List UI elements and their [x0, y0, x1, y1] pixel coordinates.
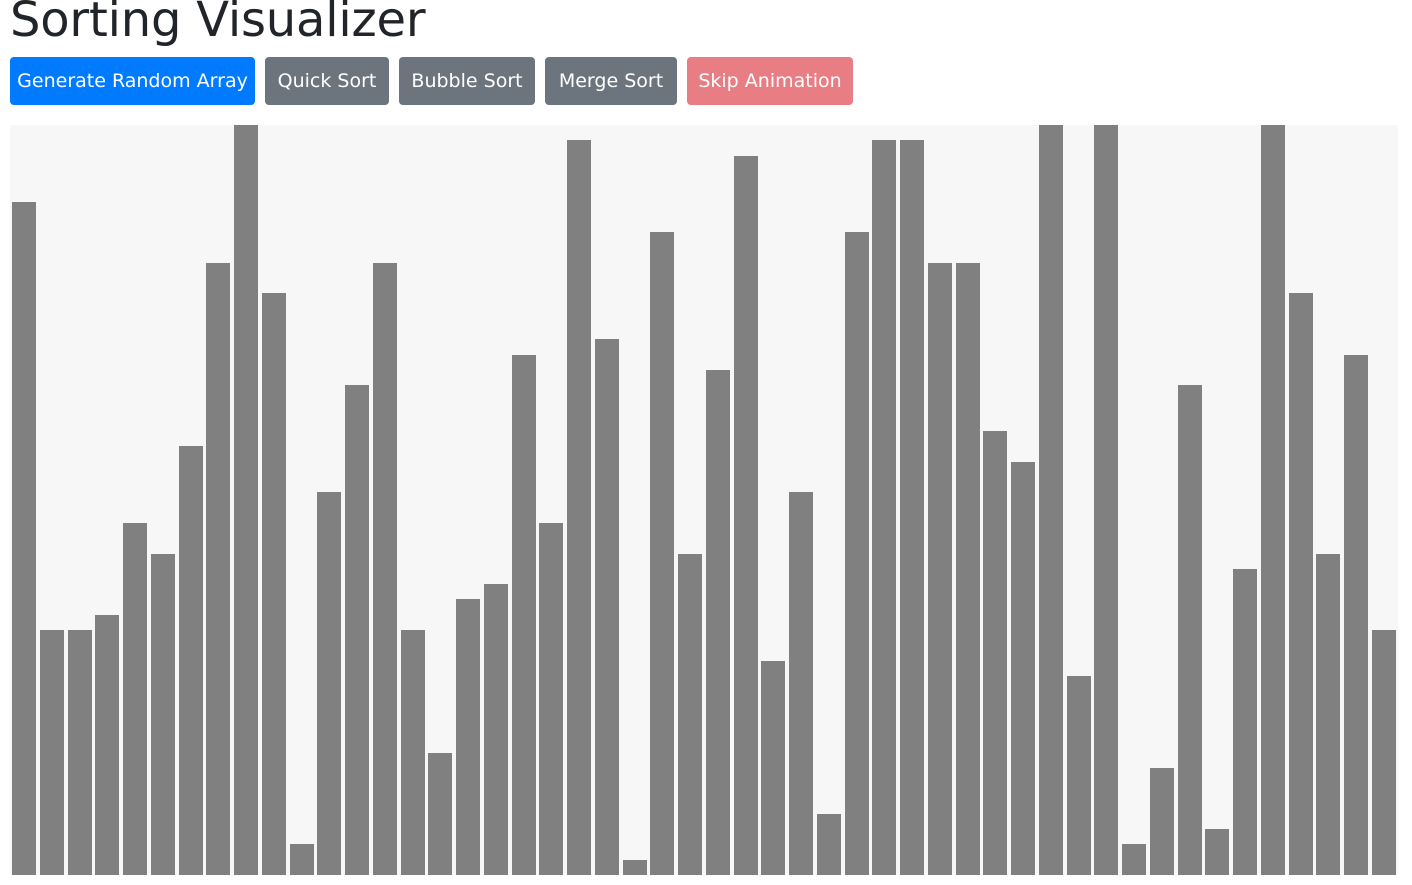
array-bar [317, 492, 342, 875]
array-bar [1344, 355, 1368, 875]
array-bar [1233, 569, 1257, 875]
array-bar [1371, 630, 1396, 875]
array-bar [261, 293, 286, 875]
array-bar [983, 431, 1008, 875]
array-bar [178, 446, 203, 875]
array-bar [789, 492, 813, 875]
array-bar [1205, 829, 1230, 875]
array-bar [67, 630, 92, 875]
array-bar [567, 140, 591, 875]
array-bar [511, 355, 536, 875]
array-bar [1260, 125, 1285, 875]
array-bar [345, 385, 369, 875]
array-bar [150, 554, 175, 875]
array-bar [1122, 844, 1146, 875]
array-bar [234, 125, 258, 875]
array-bar [1316, 554, 1341, 875]
generate-random-array-button[interactable]: Generate Random Array [10, 57, 255, 105]
array-bar [955, 263, 980, 875]
array-bar [1038, 125, 1063, 875]
array-bar [539, 523, 564, 875]
array-bar [733, 156, 758, 875]
merge-sort-button[interactable]: Merge Sort [545, 57, 677, 105]
array-bar [206, 263, 231, 875]
array-bar [428, 753, 453, 875]
bubble-sort-button[interactable]: Bubble Sort [399, 57, 535, 105]
array-bars-chart [10, 125, 1398, 875]
array-bar [594, 339, 619, 875]
array-bar [900, 140, 924, 875]
array-bar [456, 599, 480, 875]
array-bar [1177, 385, 1202, 875]
array-bar [1011, 462, 1035, 875]
array-bar [622, 860, 647, 875]
array-bar [483, 584, 508, 875]
array-bar [844, 232, 869, 875]
array-bar [95, 615, 120, 875]
array-bar [761, 661, 786, 875]
array-bar [705, 370, 730, 875]
array-bar [872, 140, 897, 875]
array-bar [1288, 293, 1313, 875]
skip-animation-button[interactable]: Skip Animation [687, 57, 853, 105]
array-bar [678, 554, 702, 875]
array-bar [1066, 676, 1091, 875]
array-bar [400, 630, 425, 875]
array-bar [816, 814, 841, 875]
array-bar [123, 523, 147, 875]
array-bar [372, 263, 397, 875]
page-title: Sorting Visualizer [10, 0, 426, 48]
array-bar [1094, 125, 1119, 875]
array-bar [289, 844, 314, 875]
array-bar [39, 630, 64, 875]
array-bar [650, 232, 675, 875]
array-bar [12, 202, 36, 875]
quick-sort-button[interactable]: Quick Sort [265, 57, 389, 105]
array-bar [927, 263, 952, 875]
array-bar [1149, 768, 1174, 875]
